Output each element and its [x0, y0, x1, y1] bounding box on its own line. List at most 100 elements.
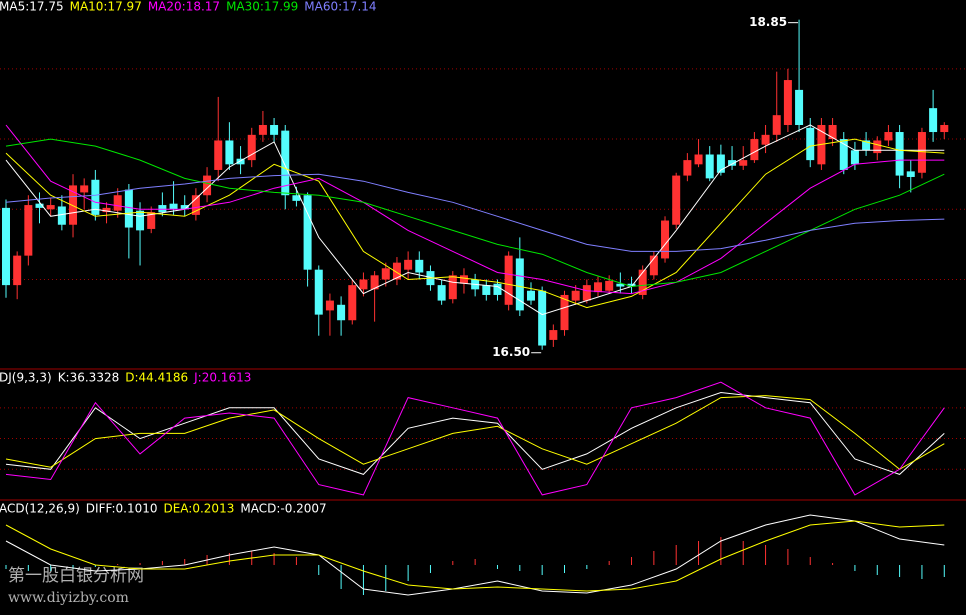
candle-body	[415, 259, 424, 273]
candle-body	[314, 269, 323, 315]
candle-body	[437, 285, 446, 301]
indicator-line	[5, 173, 945, 252]
candle-body	[493, 283, 502, 295]
candle-body	[839, 139, 848, 170]
candle-body	[739, 160, 748, 166]
candle-body	[929, 108, 938, 133]
candle-body	[806, 127, 815, 161]
candle-body	[180, 205, 189, 210]
candle-body	[236, 158, 245, 165]
candle-body	[147, 212, 156, 229]
candle-body	[482, 285, 491, 295]
candle-body	[504, 255, 513, 305]
candle-body	[582, 285, 591, 301]
candle-body	[359, 279, 368, 290]
candle-body	[46, 205, 55, 210]
candle-body	[124, 189, 133, 228]
candle-body	[716, 154, 725, 173]
candle-body	[158, 205, 167, 213]
candle-body	[828, 125, 837, 140]
legend-entry: MA20:18.17	[148, 0, 220, 14]
candle-body	[392, 262, 401, 280]
candle-body	[750, 139, 759, 161]
candle-body	[526, 290, 535, 301]
candle-body	[136, 210, 145, 231]
candle-body	[761, 134, 770, 145]
legend-entry: MACD:-0.2007	[240, 502, 326, 516]
candle-body	[795, 89, 804, 126]
candle-body	[325, 300, 334, 311]
candle-body	[459, 275, 468, 284]
candle-body	[247, 134, 256, 161]
candle-body	[348, 285, 357, 321]
candle-body	[549, 330, 558, 340]
candle-body	[728, 160, 737, 166]
extreme-label: 18.85	[749, 15, 787, 29]
candle-body	[2, 207, 10, 286]
candle-body	[772, 115, 781, 135]
candle-body	[35, 203, 44, 208]
candle-body	[292, 195, 301, 201]
indicator-line	[5, 520, 945, 592]
candle-body	[616, 283, 625, 287]
legend-entry: MA10:17.97	[70, 0, 142, 14]
legend-entry: DJ(9,3,3)	[0, 371, 52, 385]
indicator-line	[5, 514, 945, 596]
candle-body	[705, 154, 714, 179]
candle-body	[515, 258, 524, 311]
candle-body	[917, 132, 926, 173]
candle-body	[91, 179, 100, 215]
candle-body	[69, 185, 78, 225]
candle-body	[404, 259, 413, 270]
candle-body	[884, 132, 893, 141]
candle-body	[672, 175, 681, 225]
candle-body	[538, 290, 547, 346]
candle-body	[13, 255, 22, 286]
legend-entry: ACD(12,26,9)	[0, 502, 80, 516]
extreme-label: 16.50	[492, 345, 530, 359]
legend-entry: MA30:17.99	[226, 0, 298, 14]
candle-body	[895, 132, 904, 176]
candle-body	[873, 140, 882, 154]
legend-entry: K:36.3328	[58, 371, 120, 385]
candle-body	[627, 283, 636, 287]
candle-body	[571, 290, 580, 301]
indicator-line	[5, 138, 945, 309]
legend-entry: DEA:0.2013	[163, 502, 234, 516]
candle-body	[225, 140, 234, 165]
candle-body	[270, 125, 279, 135]
candle-body	[102, 207, 111, 213]
candle-body	[214, 140, 223, 170]
candle-body	[448, 275, 457, 300]
candle-body	[303, 195, 312, 270]
indicator-line	[5, 381, 945, 496]
candle-body	[560, 294, 569, 331]
candle-body	[381, 268, 390, 280]
candle-body	[281, 130, 290, 196]
candle-body	[57, 206, 66, 225]
legend-entry: MA60:17.14	[304, 0, 376, 14]
candle-body	[661, 220, 670, 259]
candle-body	[203, 175, 212, 196]
candle-body	[906, 171, 915, 177]
candle-body	[862, 140, 871, 151]
candle-body	[80, 185, 89, 193]
candle-body	[940, 125, 949, 133]
candle-body	[783, 80, 792, 126]
candle-body	[169, 203, 178, 210]
candle-body	[850, 150, 859, 165]
indicator-line	[5, 395, 945, 470]
candle-body	[191, 195, 200, 215]
candle-body	[258, 125, 267, 135]
indicator-line	[5, 391, 945, 475]
indicator-line	[5, 138, 945, 288]
legend-entry: D:44.4186	[125, 371, 188, 385]
watermark-url: www.diyizby.com	[8, 590, 129, 606]
candle-body	[24, 205, 33, 256]
legend-entry: J:20.1613	[193, 371, 251, 385]
candle-body	[113, 195, 122, 211]
candle-body	[638, 269, 647, 295]
candle-body	[649, 255, 658, 276]
indicator-line	[5, 124, 945, 316]
